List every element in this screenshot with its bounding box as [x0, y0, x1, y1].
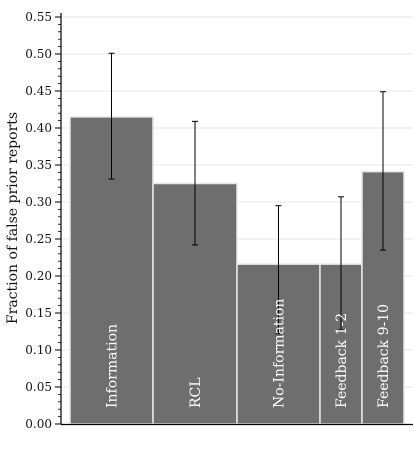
bar-category-label: Feedback 1-2	[334, 313, 350, 408]
y-tick-label: 0.30	[25, 195, 52, 209]
error-bars	[108, 52, 386, 335]
y-tick-label: 0.05	[25, 380, 52, 394]
y-tick-label: 0.25	[25, 232, 52, 246]
y-tick-labels: 0.00 0.05 0.10 0.15 0.20 0.25 0.30 0.35 0.40 0.45…	[25, 10, 52, 431]
y-tick-label: 0.35	[25, 158, 52, 172]
y-tick-label: 0.10	[25, 343, 52, 357]
y-tick-label: 0.45	[25, 84, 52, 98]
y-tick-label: 0.50	[25, 47, 52, 61]
y-tick-label: 0.20	[25, 269, 52, 283]
bar-category-label: Feedback 9-10	[376, 304, 392, 408]
y-tick-label: 0.00	[25, 417, 52, 431]
y-tick-label: 0.55	[25, 10, 52, 24]
bar-labels: Information RCL No-Information Feedback 1-2…	[105, 299, 393, 408]
y-tick-label: 0.40	[25, 121, 52, 135]
axes	[55, 13, 413, 426]
y-axis-title: Fraction of false prior reports	[5, 112, 21, 324]
bar-category-label: No-Information	[272, 299, 288, 408]
bar-category-label: RCL	[188, 377, 204, 408]
bar-category-label: Information	[105, 324, 121, 408]
bars	[69, 116, 405, 425]
y-tick-label: 0.15	[25, 306, 52, 320]
